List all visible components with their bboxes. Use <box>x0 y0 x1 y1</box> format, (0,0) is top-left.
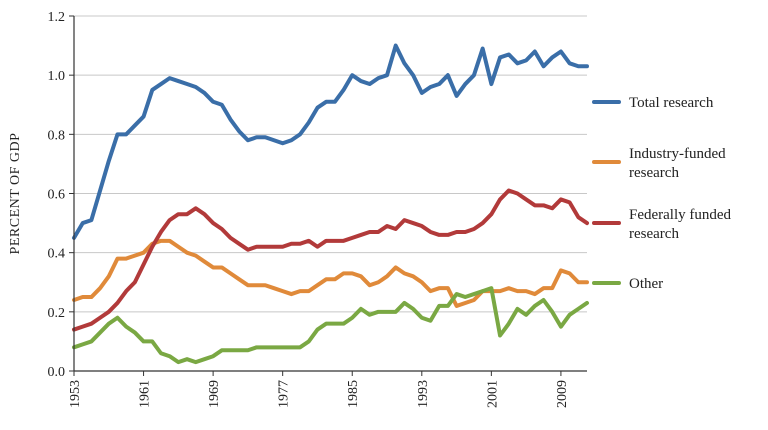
x-tick-label-4: 1985 <box>346 380 361 408</box>
y-tick-label-2: 0.4 <box>48 247 66 262</box>
legend-label-3-line-0: Other <box>629 276 663 292</box>
y-tick-label-0: 0.0 <box>48 365 66 380</box>
series-line-0 <box>72 43 589 240</box>
x-tick-label-6: 2001 <box>485 380 500 408</box>
legend-label-2-line-1: research <box>629 226 679 242</box>
legend-label-0-line-0: Total research <box>629 95 714 111</box>
series-line-1 <box>72 238 589 308</box>
x-tick-label-5: 1993 <box>416 380 431 408</box>
legend-label-1-line-1: research <box>629 165 679 181</box>
y-tick-label-6: 1.2 <box>48 10 66 25</box>
series-lines <box>72 43 589 365</box>
x-tick-label-1: 1961 <box>138 380 153 408</box>
x-tick-label-3: 1977 <box>277 380 292 408</box>
y-tick-label-1: 0.2 <box>48 306 66 321</box>
y-tick-label-5: 1.0 <box>48 69 66 84</box>
axes: 0.0 0.2 0.4 0.6 0.8 1.0 1.2 1953 1961 1969 1977 198… <box>48 10 587 408</box>
series-line-3 <box>72 286 589 365</box>
x-tick-label-7: 2009 <box>555 380 570 408</box>
y-tick-label-4: 0.8 <box>48 128 66 143</box>
y-tick-label-3: 0.6 <box>48 188 66 203</box>
y-axis-label: PERCENT OF GDP <box>8 133 23 255</box>
x-tick-label-2: 1969 <box>207 380 222 408</box>
legend: Total research Industry-funded research Fed… <box>592 95 732 292</box>
grid-lines <box>74 15 587 313</box>
legend-label-1-line-0: Industry-funded <box>629 146 726 162</box>
series-line-2 <box>72 188 589 332</box>
x-tick-label-0: 1953 <box>68 380 83 408</box>
legend-label-2-line-0: Federally funded <box>629 207 732 223</box>
